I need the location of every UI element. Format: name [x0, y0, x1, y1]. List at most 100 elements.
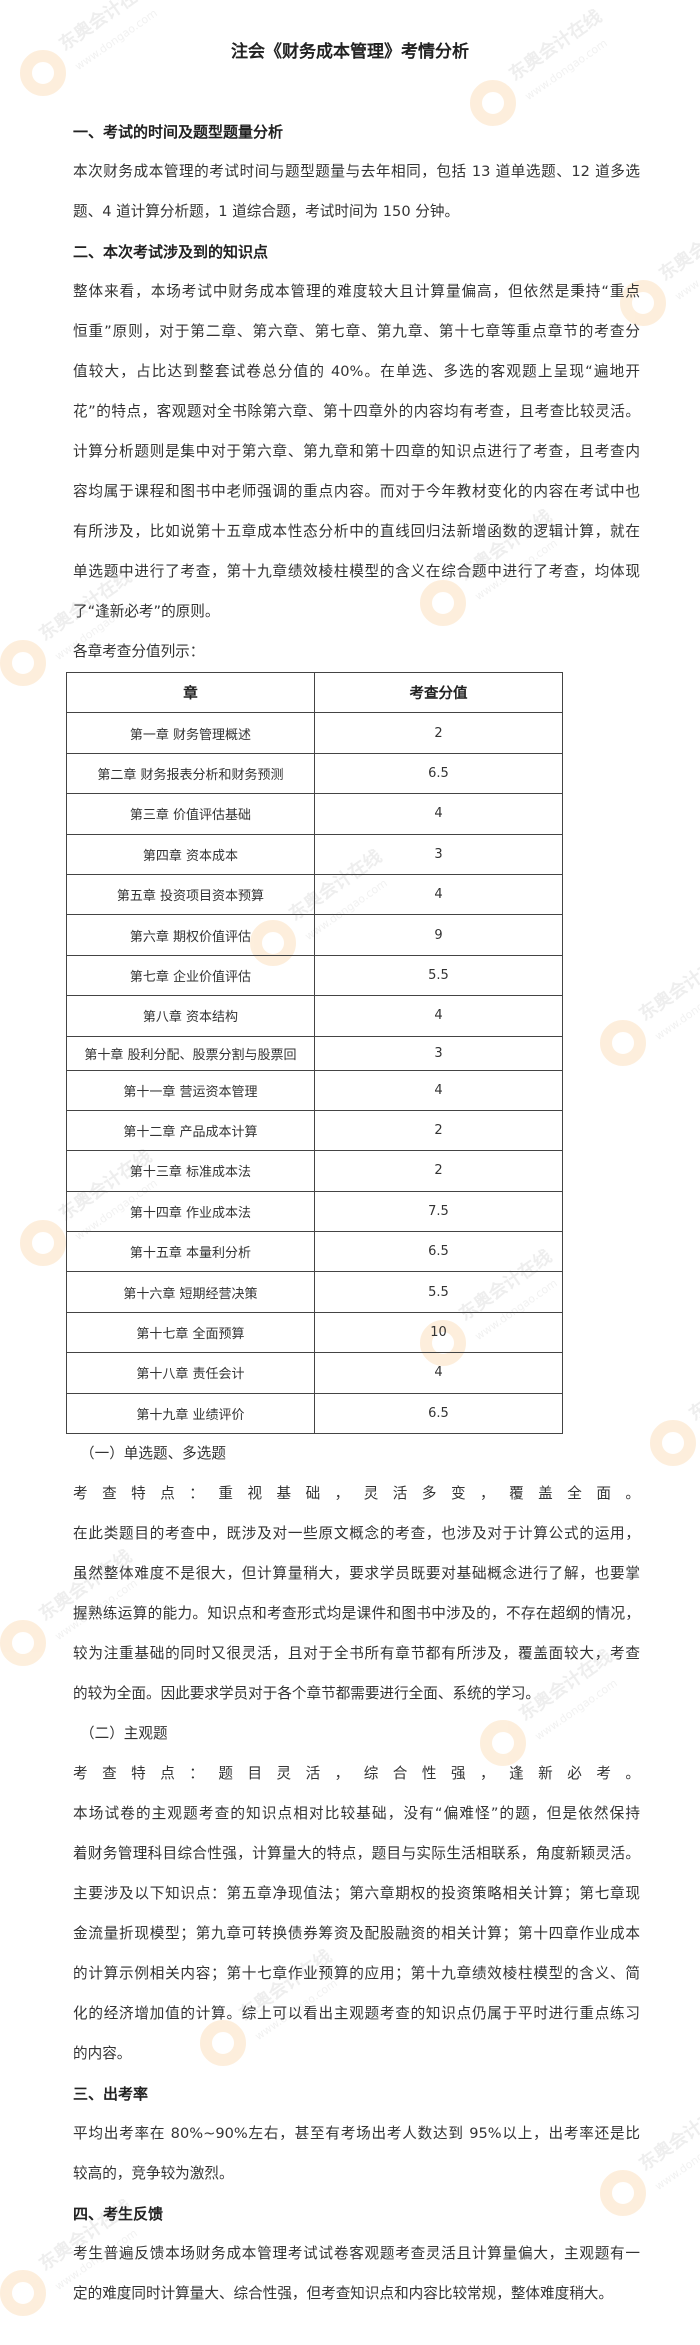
score-cell: 4 — [314, 1352, 563, 1394]
chapter-cell: 第六章 期权价值评估 — [66, 914, 315, 956]
text-line: 本场试卷的主观题考查的知识点相对比较基础，没有“偏难怪”的题，但是依然保持 — [73, 1805, 640, 1823]
paragraph: 考查特点：题目灵活，综合性强，逢新必考。 本场试卷的主观题考查的知识点相对比较基础… — [0, 1754, 700, 2074]
table-row: 第二章 财务报表分析和财务预测 6.5 — [66, 752, 563, 795]
score-cell: 2 — [314, 712, 563, 754]
table-row: 第十五章 本量利分析 6.5 — [66, 1231, 563, 1273]
text-line: 握熟练运算的能力。知识点和考查形式均是课件和图书中涉及的，不存在超纲的情况， — [73, 1605, 640, 1623]
chapter-cell: 第五章 投资项目资本预算 — [66, 873, 315, 916]
subsection-heading: （二）主观题 — [80, 1725, 168, 1743]
text-line: 题、4 道计算分析题，1 道综合题，考试时间为 150 分钟。 — [73, 203, 460, 220]
chapter-cell: 第十七章 全面预算 — [66, 1311, 315, 1354]
table-row: 第十八章 责任会计 4 — [66, 1352, 563, 1394]
chapter-cell: 第十五章 本量利分析 — [66, 1231, 315, 1273]
chapter-cell: 第十九章 业绩评价 — [66, 1392, 315, 1435]
section-heading: 四、考生反馈 — [73, 2205, 164, 2224]
score-cell: 6.5 — [314, 752, 563, 795]
table-row: 第十一章 营运资本管理 4 — [66, 1069, 563, 1111]
section-heading: 一、考试的时间及题型题量分析 — [73, 123, 284, 141]
text-line: 本次财务成本管理的考试时间与题型题量与去年相同，包括 13 道单选题、12 道多… — [73, 163, 640, 180]
table-caption: 各章考查分值列示： — [73, 643, 205, 660]
table-header-row: 章 考查分值 — [66, 671, 563, 714]
chapter-cell: 第十六章 短期经营决策 — [66, 1271, 315, 1313]
table-row: 第三章 价值评估基础 4 — [66, 793, 563, 835]
chapter-cell: 第十八章 责任会计 — [66, 1352, 315, 1394]
score-cell: 2 — [314, 1150, 563, 1192]
paragraph: 本次财务成本管理的考试时间与题型题量与去年相同，包括 13 道单选题、12 道多… — [0, 152, 700, 232]
column-header-score: 考查分值 — [314, 671, 563, 714]
table-row: 第一章 财务管理概述 2 — [66, 712, 563, 754]
chapter-cell: 第一章 财务管理概述 — [66, 712, 315, 754]
table-row: 第五章 投资项目资本预算 4 — [66, 873, 563, 916]
table-row: 第十六章 短期经营决策 5.5 — [66, 1271, 563, 1313]
score-cell: 7.5 — [314, 1190, 563, 1233]
table-row: 第六章 期权价值评估 9 — [66, 914, 563, 956]
text-line: 金流量折现模型；第九章可转换债券筹资及配股融资的相关计算；第十四章作业成本 — [73, 1925, 640, 1943]
chapter-cell: 第十二章 产品成本计算 — [66, 1109, 315, 1152]
table-row: 第十三章 标准成本法 2 — [66, 1150, 563, 1192]
chapter-cell: 第八章 资本结构 — [66, 995, 315, 1037]
text-line: 化的经济增加值的计算。综上可以看出主观题考查的知识点仍属于平时进行重点练习 — [73, 2005, 640, 2023]
paragraph: 考查特点：重视基础，灵活多变，覆盖全面。 在此类题目的考查中，既涉及对一些原文概念… — [0, 1474, 700, 1714]
text-line: 定的难度同时计算量大、综合性强，但考查知识点和内容比较常规，整体难度稍大。 — [73, 2285, 613, 2303]
score-cell: 4 — [314, 793, 563, 835]
chapter-cell: 第十三章 标准成本法 — [66, 1150, 315, 1192]
text-line: 较高的，竞争较为激烈。 — [73, 2165, 234, 2183]
chapter-cell: 第十章 股利分配、股票分割与股票回 — [66, 1035, 315, 1071]
table-row: 第十章 股利分配、股票分割与股票回 3 — [66, 1035, 563, 1071]
chapter-cell: 第十四章 作业成本法 — [66, 1190, 315, 1233]
table-row: 第十九章 业绩评价 6.5 — [66, 1392, 563, 1435]
text-line: 的内容。 — [73, 2045, 132, 2063]
chapter-cell: 第三章 价值评估基础 — [66, 793, 315, 835]
score-cell: 4 — [314, 995, 563, 1037]
paragraph: 整体来看，本场考试中财务成本管理的难度较大且计算量偏高，但依然是秉持“重点 恒重”… — [0, 272, 700, 632]
page-title: 注会《财务成本管理》考情分析 — [231, 42, 469, 62]
chapter-cell: 第四章 资本成本 — [66, 833, 315, 875]
chapter-cell: 第七章 企业价值评估 — [66, 954, 315, 997]
text-line: 的计算示例相关内容；第十七章作业预算的应用；第十九章绩效棱柱模型的含义、简 — [73, 1965, 640, 1983]
text-line: 有所涉及，比如说第十五章成本性态分析中的直线回归法新增函数的逻辑计算，就在 — [73, 523, 640, 540]
table-row: 第八章 资本结构 4 — [66, 995, 563, 1037]
text-line: 着财务管理科目综合性强，计算量大的特点，题目与实际生活相联系，角度新颖灵活。 — [73, 1845, 640, 1863]
text-line: 恒重”原则，对于第二章、第六章、第七章、第九章、第十七章等重点章节的考查分 — [73, 323, 640, 340]
text-line: 计算分析题则是集中对于第六章、第九章和第十四章的知识点进行了考查，且考查内 — [73, 443, 640, 460]
text-line: 整体来看，本场考试中财务成本管理的难度较大且计算量偏高，但依然是秉持“重点 — [73, 283, 640, 300]
table-row: 第四章 资本成本 3 — [66, 833, 563, 875]
text-line: 较为注重基础的同时又很灵活，且对于全书所有章节都有所涉及，覆盖面较大，考查 — [73, 1645, 640, 1663]
text-line: 花”的特点，客观题对全书除第六章、第十四章外的内容均有考查，且考查比较灵活。 — [73, 403, 640, 420]
score-cell: 5.5 — [314, 954, 563, 997]
text-line: 考查特点：题目灵活，综合性强，逢新必考。 — [73, 1765, 640, 1783]
score-cell: 10 — [314, 1311, 563, 1354]
chapter-cell: 第二章 财务报表分析和财务预测 — [66, 752, 315, 795]
text-line: 虽然整体难度不是很大，但计算量稍大，要求学员既要对基础概念进行了解，也要掌 — [73, 1565, 640, 1583]
paragraph: 平均出考率在 80%~90%左右，甚至有考场出考人数达到 95%以上，出考率还是… — [0, 2114, 700, 2194]
subsection-heading: （一）单选题、多选题 — [80, 1445, 226, 1463]
text-line: 的较为全面。因此要求学员对于各个章节都需要进行全面、系统的学习。 — [73, 1685, 541, 1703]
score-cell: 6.5 — [314, 1231, 563, 1273]
text-line: 容均属于课程和图书中老师强调的重点内容。而对于今年教材变化的内容在考试中也 — [73, 483, 640, 500]
text-line: 考查特点：重视基础，灵活多变，覆盖全面。 — [73, 1485, 640, 1503]
text-line: 主要涉及以下知识点：第五章净现值法；第六章期权的投资策略相关计算；第七章现 — [73, 1885, 640, 1903]
table-row: 第十七章 全面预算 10 — [66, 1311, 563, 1354]
score-cell: 3 — [314, 1035, 563, 1071]
text-line: 单选题中进行了考查，第十九章绩效棱柱模型的含义在综合题中进行了考查，均体现 — [73, 563, 640, 580]
table-row: 第十二章 产品成本计算 2 — [66, 1109, 563, 1152]
paragraph: 考生普遍反馈本场财务成本管理考试试卷客观题考查灵活且计算量偏大，主观题有一 定的难… — [0, 2234, 700, 2314]
text-line: 了“逢新必考”的原则。 — [73, 603, 220, 620]
text-line: 值较大，占比达到整套试卷总分值的 40%。在单选、多选的客观题上呈现“遍地开 — [73, 363, 640, 380]
score-cell: 6.5 — [314, 1392, 563, 1435]
section-heading: 三、出考率 — [73, 2085, 149, 2104]
table-row: 第七章 企业价值评估 5.5 — [66, 954, 563, 997]
score-cell: 5.5 — [314, 1271, 563, 1313]
chapter-cell: 第十一章 营运资本管理 — [66, 1069, 315, 1111]
text-line: 平均出考率在 80%~90%左右，甚至有考场出考人数达到 95%以上，出考率还是… — [73, 2125, 640, 2143]
column-header-chapter: 章 — [66, 671, 315, 714]
text-line: 在此类题目的考查中，既涉及对一些原文概念的考查，也涉及对于计算公式的运用， — [73, 1525, 640, 1543]
table-row: 第十四章 作业成本法 7.5 — [66, 1190, 563, 1233]
chapter-score-table: 章 考查分值 第一章 财务管理概述 2 第二章 财务报表分析和财务预测 6.5 第三章 … — [66, 671, 563, 1435]
score-cell: 9 — [314, 914, 563, 956]
score-cell: 2 — [314, 1109, 563, 1152]
score-cell: 4 — [314, 1069, 563, 1111]
section-heading: 二、本次考试涉及到的知识点 — [73, 243, 269, 261]
text-line: 考生普遍反馈本场财务成本管理考试试卷客观题考查灵活且计算量偏大，主观题有一 — [73, 2245, 640, 2263]
